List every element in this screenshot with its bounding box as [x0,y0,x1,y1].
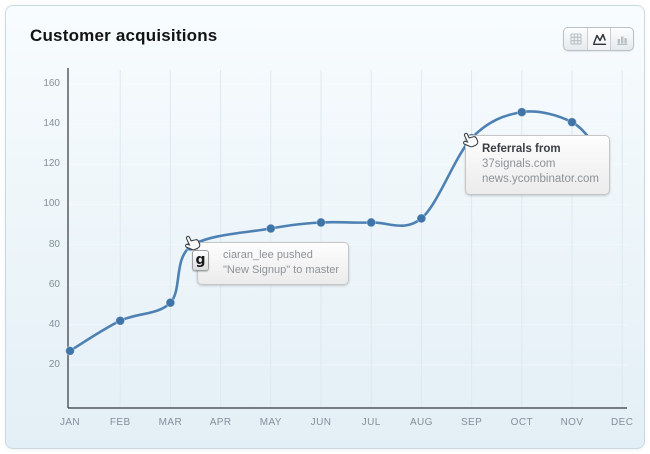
bar-chart-icon [615,32,629,46]
annotation-title: Referrals from [482,143,561,155]
git-icon: g [192,250,209,271]
grid-icon [569,32,583,46]
data-point[interactable] [265,223,276,234]
data-point[interactable] [567,117,577,128]
annotation-git-push[interactable]: g ciaran_lee pushed "New Signup" to mast… [192,242,350,285]
chart-type-toolbar [563,27,634,51]
data-point[interactable] [516,107,527,118]
data-point[interactable] [366,217,377,228]
page-title: Customer acquisitions [30,26,218,45]
annotation-referrals[interactable]: Referrals from 37signals.com news.ycombi… [465,135,610,195]
grid-view-button[interactable] [564,28,587,50]
bar-chart-button[interactable] [610,28,633,50]
line-chart-icon [592,32,607,46]
customer-acquisitions-card [5,5,645,449]
data-point[interactable] [416,213,427,224]
annotation-text: ciaran_lee pushed [223,249,313,261]
annotation-text: "New Signup" to master [223,264,340,276]
annotation-text: news.ycombinator.com [482,173,599,185]
data-point[interactable] [65,345,75,356]
line-chart-button[interactable] [587,28,610,50]
data-point[interactable] [316,217,326,228]
data-point[interactable] [165,297,176,308]
annotation-text: 37signals.com [482,158,556,170]
data-point[interactable] [115,315,126,326]
